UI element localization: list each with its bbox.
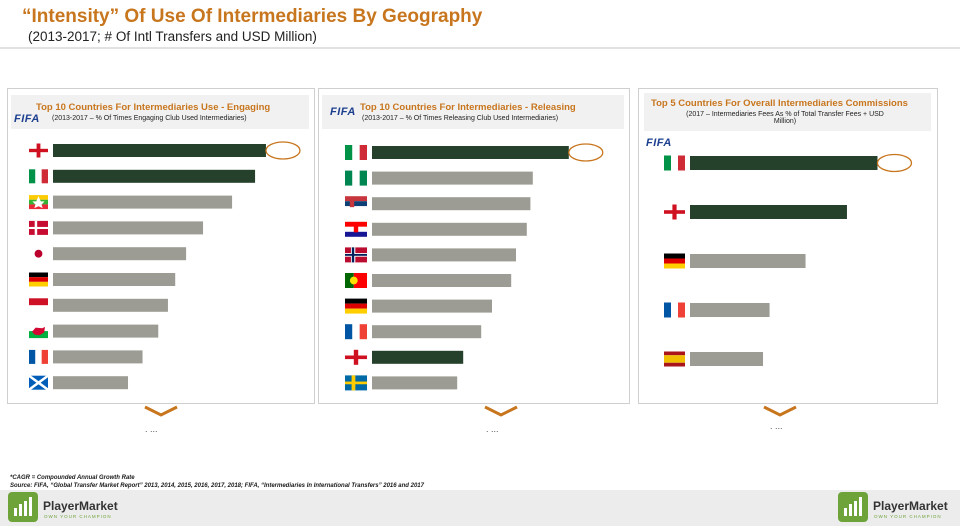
panel-commissions xyxy=(638,88,938,404)
bar-france xyxy=(372,325,482,339)
flag-spain-icon xyxy=(664,351,685,367)
bar-myanmar xyxy=(53,195,233,209)
flag-indonesia-icon xyxy=(29,298,48,313)
chevron-down-icon[interactable] xyxy=(484,405,518,417)
bar-portugal xyxy=(372,274,512,287)
bar-england xyxy=(53,144,266,157)
fifa-logo: FIFA xyxy=(14,113,40,125)
panel-releasing xyxy=(318,88,630,404)
highlight-circle xyxy=(265,141,301,160)
fifa-logo: FIFA xyxy=(646,137,672,149)
bar-germany xyxy=(690,254,806,268)
bar-england xyxy=(690,205,847,219)
flag-croatia-icon xyxy=(345,221,367,237)
flag-sweden-icon xyxy=(345,375,367,391)
flag-england-icon xyxy=(664,204,685,220)
bar-spain xyxy=(690,352,764,366)
footnote-source: Source: FIFA, “Global Transfer Market Re… xyxy=(10,483,424,489)
continuation-dots: . ... xyxy=(145,424,158,434)
bar-indonesia xyxy=(53,298,168,312)
highlight-circle xyxy=(876,153,913,173)
bar-germany xyxy=(372,299,492,313)
flag-scotland-icon xyxy=(28,374,49,391)
panel-releasing-title: Top 10 Countries For Intermediaries - Re… xyxy=(360,102,576,113)
panel-releasing-header xyxy=(322,95,624,129)
brand-name: PlayerMarket xyxy=(873,499,948,513)
bar-wales xyxy=(53,324,159,338)
flag-england-icon xyxy=(345,349,367,365)
bar-germany xyxy=(53,273,176,286)
bar-norway xyxy=(372,248,516,262)
flag-italy-icon xyxy=(664,155,685,171)
bar-scotland xyxy=(53,376,129,390)
panel-commissions-header xyxy=(644,93,931,131)
brand-logo-left[interactable]: PlayerMarket OWN YOUR CHAMPION xyxy=(8,492,138,524)
flag-denmark-icon xyxy=(29,220,48,235)
fifa-logo: FIFA xyxy=(330,106,356,118)
bar-italy xyxy=(372,146,569,159)
flag-france-icon xyxy=(345,324,367,340)
continuation-dots: . ... xyxy=(770,421,783,431)
continuation-dots: . ... xyxy=(486,424,499,434)
flag-germany-icon xyxy=(29,272,48,287)
bar-italy xyxy=(690,156,878,170)
panel-engaging-subtitle: (2013-2017 – % Of Times Engaging Club Us… xyxy=(52,115,247,122)
flag-france-icon xyxy=(664,302,685,318)
page-title: “Intensity” Of Use Of Intermediaries By … xyxy=(22,6,483,27)
chevron-down-icon[interactable] xyxy=(763,405,797,417)
brand-name: PlayerMarket xyxy=(43,499,118,513)
bar-sweden xyxy=(372,376,458,390)
highlight-circle xyxy=(568,143,604,162)
bar-japan xyxy=(53,247,187,261)
bar-serbia xyxy=(372,197,531,211)
flag-italy-icon xyxy=(29,169,48,184)
bar-chart-icon xyxy=(8,492,38,522)
flag-norway-icon xyxy=(345,247,367,263)
page-subtitle: (2013-2017; # Of Intl Transfers and USD … xyxy=(28,29,317,44)
flag-serbia-icon xyxy=(345,196,367,212)
header-divider xyxy=(0,47,960,49)
flag-myanmar-icon xyxy=(29,195,48,210)
bar-croatia xyxy=(372,222,527,236)
bar-nigeria xyxy=(372,171,533,185)
flag-germany-icon xyxy=(345,298,367,314)
bar-denmark xyxy=(53,221,204,235)
flag-nigeria-icon xyxy=(345,170,367,186)
brand-tagline: OWN YOUR CHAMPION xyxy=(874,514,942,519)
flag-france-icon xyxy=(29,349,48,364)
panel-engaging-title: Top 10 Countries For Intermediaries Use … xyxy=(36,102,271,113)
chart-2 xyxy=(664,153,913,367)
brand-tagline: OWN YOUR CHAMPION xyxy=(44,514,112,519)
chart-1 xyxy=(345,143,604,391)
flag-portugal-icon xyxy=(345,273,367,288)
bar-chart-icon xyxy=(838,492,868,522)
bar-england xyxy=(372,350,464,364)
flag-japan-icon xyxy=(29,246,48,261)
footnotes: *CAGR = Compounded Annual Growth Rate So… xyxy=(10,474,424,490)
bar-france xyxy=(690,303,770,317)
chevron-down-icon[interactable] xyxy=(144,405,178,417)
footnote-cagr: *CAGR = Compounded Annual Growth Rate xyxy=(10,475,135,481)
panel-commissions-subtitle: (2017 – Intermediaries Fees As % of Tota… xyxy=(686,111,884,125)
flag-england-icon xyxy=(29,143,48,158)
footer-bar xyxy=(0,490,960,526)
flag-italy-icon xyxy=(345,145,367,160)
chart-0 xyxy=(28,141,301,391)
bar-italy xyxy=(53,169,256,183)
flag-wales-icon xyxy=(29,324,48,339)
panel-releasing-subtitle: (2013-2017 – % Of Times Releasing Club U… xyxy=(362,115,559,122)
panel-commissions-title: Top 5 Countries For Overall Intermediari… xyxy=(651,98,908,109)
brand-logo-right[interactable]: PlayerMarket OWN YOUR CHAMPION xyxy=(838,492,958,524)
flag-germany-icon xyxy=(664,253,685,269)
panel-engaging-header xyxy=(11,95,309,129)
bar-france xyxy=(53,350,143,364)
